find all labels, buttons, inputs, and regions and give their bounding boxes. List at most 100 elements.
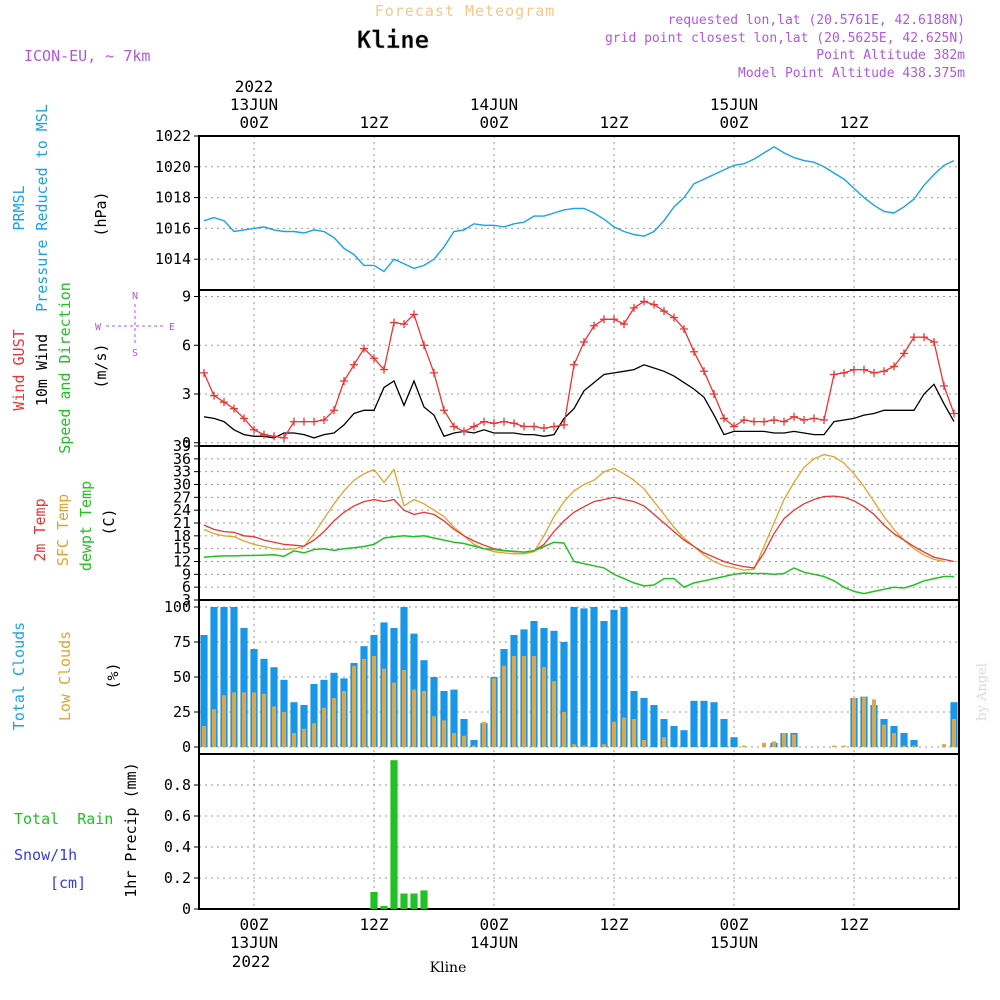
bottom-time-label: 00Z <box>240 915 269 934</box>
temp-ytick-label: 39 <box>173 437 191 455</box>
label-ms: (m/s) <box>92 343 110 388</box>
top-time-label: 12Z <box>360 113 389 132</box>
total-cloud-bar <box>720 719 728 747</box>
label-speed-direction: Speed and Direction <box>56 282 74 454</box>
low-cloud-bar <box>271 706 277 747</box>
gust-marker <box>840 368 848 377</box>
bottom-date-label: 13JUN <box>230 933 278 952</box>
low-cloud-bar <box>341 691 347 747</box>
pressure-side-labels: PRMSL Pressure Reduced to MSL (hPa) <box>10 104 110 312</box>
top-time-label: 12Z <box>840 113 869 132</box>
low-cloud-bar <box>541 667 547 747</box>
gust-marker <box>930 338 938 346</box>
label-total-clouds: Total Clouds <box>10 622 28 730</box>
total-cloud-bar <box>460 719 468 747</box>
low-cloud-bar <box>491 678 497 747</box>
label-sfc-temp: SFC Temp <box>54 494 72 566</box>
low-cloud-bar <box>791 734 797 747</box>
pressure-ytick-label: 1018 <box>155 189 191 207</box>
total-cloud-bar <box>660 719 668 747</box>
total-cloud-bar <box>690 700 698 747</box>
top-time-label: 00Z <box>720 113 749 132</box>
gust-marker <box>750 417 758 426</box>
total-cloud-bar <box>440 691 448 747</box>
gust-marker <box>440 406 448 415</box>
gust-marker <box>550 422 558 431</box>
rain-bar <box>390 760 398 909</box>
temp-ytick-label: 21 <box>173 514 191 532</box>
total-cloud-bar <box>450 689 458 747</box>
low-cloud-bar <box>281 712 287 747</box>
gust-marker <box>490 419 498 428</box>
low-cloud-bar <box>531 656 537 747</box>
clouds-ytick-label: 0 <box>182 738 191 756</box>
low-cloud-bar <box>321 707 327 747</box>
pressure-panel: 1014 1016 1018 1020 1022 <box>155 127 960 291</box>
wind-speed-line <box>203 364 955 439</box>
gust-marker <box>670 313 678 322</box>
gust-marker <box>830 370 838 379</box>
top-date-label: 13JUN <box>230 95 278 114</box>
gust-marker <box>870 368 878 377</box>
gust-marker <box>500 417 508 426</box>
gust-marker <box>580 338 588 346</box>
low-cloud-bar <box>301 728 307 747</box>
gust-marker <box>290 417 298 426</box>
low-cloud-bar <box>511 656 517 747</box>
low-cloud-bar <box>241 692 247 747</box>
requested-coords: requested lon,lat (20.5761E, 42.6188N) <box>668 13 965 28</box>
label-percent: (%) <box>104 662 122 689</box>
wind-frame <box>198 289 960 447</box>
low-cloud-bar <box>231 692 237 747</box>
model-label: ICON-EU, ~ 7km <box>24 47 150 65</box>
clouds-ytick-label: 75 <box>173 633 191 651</box>
gust-marker <box>560 420 568 429</box>
low-cloud-bar <box>891 733 897 747</box>
label-2m-temp: 2m Temp <box>31 498 49 561</box>
gust-marker <box>590 321 598 330</box>
compass-rose: N S W E <box>95 291 175 359</box>
precip-side-labels: Total Rain Snow/1h [cm] 1hr Precip (mm) <box>14 762 140 897</box>
gust-marker <box>940 381 948 390</box>
low-cloud-bar <box>781 733 787 747</box>
gust-marker <box>640 297 648 306</box>
gust-marker <box>780 417 788 426</box>
total-cloud-bar <box>580 608 588 747</box>
gust-marker <box>320 416 328 424</box>
compass-west: W <box>95 322 102 333</box>
gust-marker <box>540 424 548 433</box>
total-cloud-bar <box>600 621 608 747</box>
total-cloud-bar <box>710 702 718 747</box>
total-cloud-bar <box>590 607 598 747</box>
pressure-ytick-label: 1020 <box>155 158 191 176</box>
low-cloud-bar <box>641 740 647 747</box>
temp-ytick-label: 6 <box>182 578 191 596</box>
low-cloud-bar <box>521 656 527 747</box>
precip-ytick-label: 0.2 <box>164 869 191 887</box>
precip-ytick-label: 0 <box>182 900 191 918</box>
gust-marker <box>460 427 468 436</box>
total-cloud-bar <box>210 607 218 747</box>
low-cloud-bar <box>431 716 437 747</box>
rain-bar <box>400 893 408 909</box>
gust-marker <box>860 365 868 374</box>
low-cloud-bar <box>761 742 767 747</box>
total-cloud-bar <box>730 737 738 747</box>
pressure-line <box>203 145 955 273</box>
gust-marker <box>610 315 618 324</box>
gust-marker <box>450 422 458 431</box>
label-cm: [cm] <box>50 874 86 892</box>
gust-marker <box>700 367 708 376</box>
bottom-time-label: 00Z <box>720 915 749 934</box>
gust-marker <box>520 422 528 431</box>
compass-east: E <box>169 322 175 333</box>
total-cloud-bar <box>230 607 238 747</box>
precip-ytick-label: 0.4 <box>164 838 191 856</box>
low-cloud-bar <box>451 733 457 747</box>
chart-title: Forecast Meteogram <box>375 2 556 20</box>
top-time-label: 12Z <box>600 113 629 132</box>
low-cloud-bar <box>901 745 907 747</box>
gust-marker <box>620 320 628 329</box>
gust-marker <box>600 315 608 324</box>
